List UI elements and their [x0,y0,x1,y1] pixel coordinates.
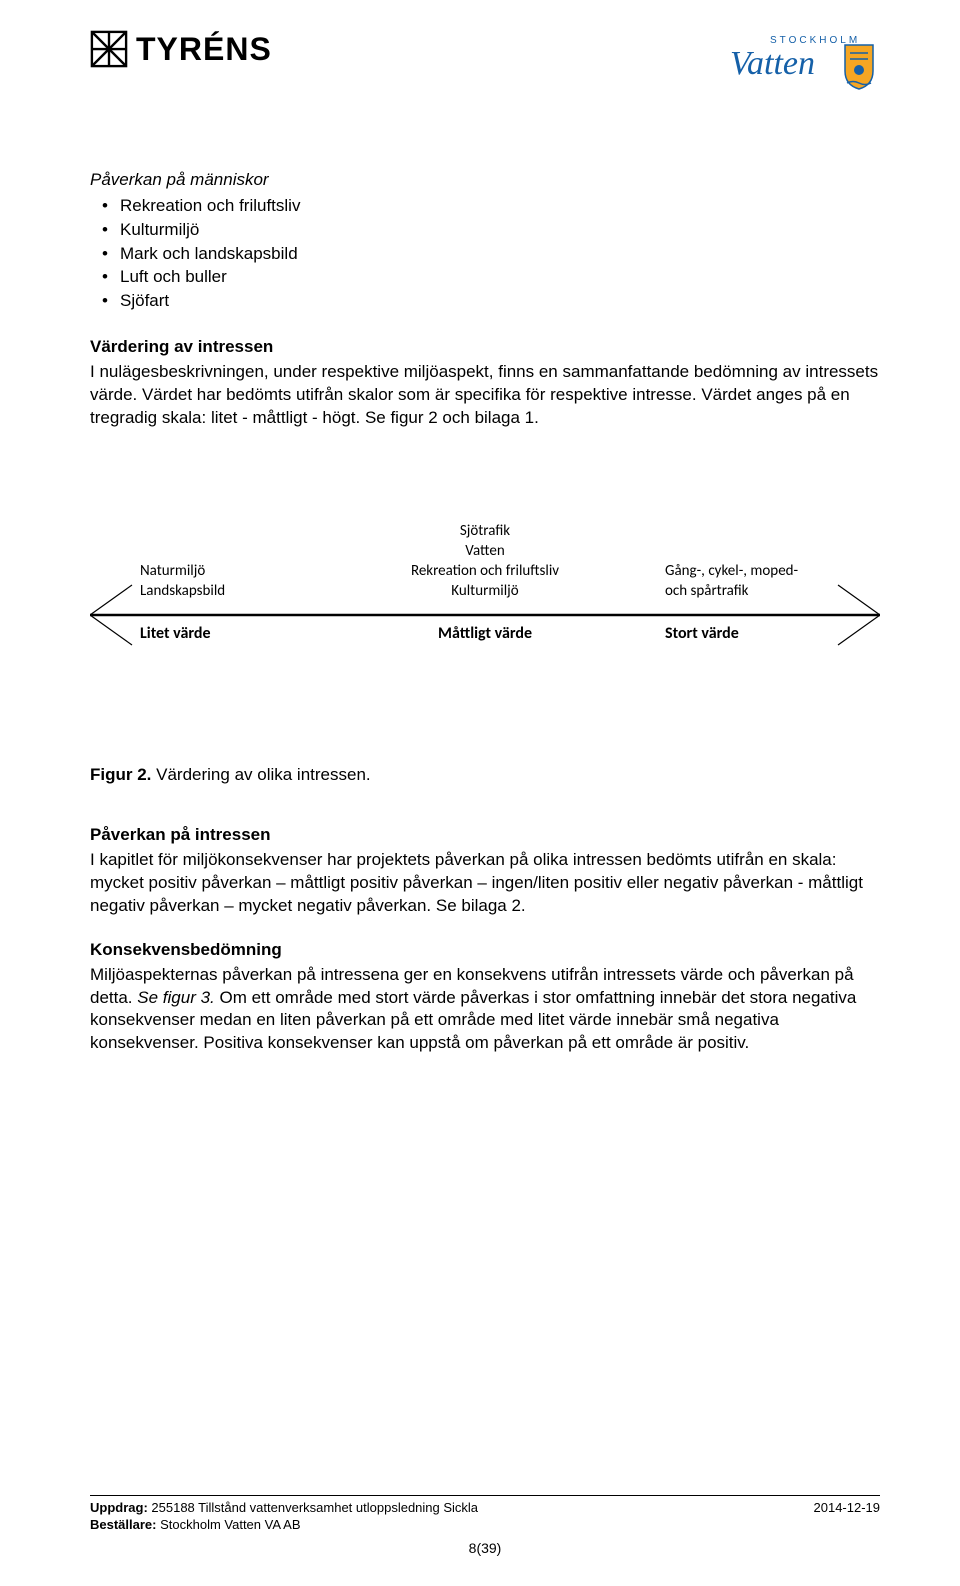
list-item: Mark och landskapsbild [120,242,880,266]
footer-bestallare-label: Beställare: [90,1517,156,1532]
footer-uppdrag-text: 255188 Tillstånd vattenverksamhet utlopp… [148,1500,478,1515]
list-item: Kulturmiljö [120,218,880,242]
list-item: Rekreation och friluftsliv [120,194,880,218]
section1-bullets: Rekreation och friluftsliv Kulturmiljö M… [90,194,880,313]
section3-text: I kapitlet för miljökonsekvenser har pro… [90,849,880,918]
tyrens-logo: TYRÉNS [90,30,272,68]
section4-heading: Konsekvensbedömning [90,940,880,960]
diagram-col3-item1: och spårtrafik [665,582,749,600]
diagram-col1-label: Litet värde [140,624,211,643]
page-number: 8(39) [90,1540,880,1556]
diagram-col3-item0: Gång-, cykel-, moped- [665,562,799,580]
section3-heading: Påverkan på intressen [90,825,880,845]
footer-divider [90,1495,880,1496]
footer-left: Uppdrag: 255188 Tillstånd vattenverksamh… [90,1500,478,1534]
footer-bestallare-text: Stockholm Vatten VA AB [156,1517,300,1532]
section1-heading: Påverkan på människor [90,170,880,190]
diagram-col3-label: Stort värde [665,624,739,643]
diagram-col2-item1: Vatten [465,542,504,560]
diagram-col2-item0: Sjötrafik [460,522,510,540]
diagram-col1-item0: Naturmiljö [140,562,205,580]
diagram-col2-label: Måttligt värde [438,624,532,643]
list-item: Sjöfart [120,289,880,313]
section4-text-italic: Se figur 3. [137,988,215,1007]
footer-date: 2014-12-19 [814,1500,881,1534]
section4-text: Miljöaspekternas påverkan på intressena … [90,964,880,1056]
tyrens-text: TYRÉNS [136,31,272,68]
footer: Uppdrag: 255188 Tillstånd vattenverksamh… [90,1495,880,1556]
vatten-main-text: Vatten [730,45,815,82]
section2-text: I nulägesbeskrivningen, under respektive… [90,361,880,430]
figure-caption: Figur 2. Värdering av olika intressen. [90,765,880,785]
section2-heading: Värdering av intressen [90,337,880,357]
vatten-logo: STOCKHOLM Vatten [730,30,880,90]
tyrens-icon [90,30,128,68]
page-total: (39) [476,1540,501,1556]
header-logos: TYRÉNS STOCKHOLM Vatten [90,30,880,90]
figure-caption-rest: Värdering av olika intressen. [151,765,370,784]
figure-caption-bold: Figur 2. [90,765,151,784]
diagram-col1-item1: Landskapsbild [140,582,225,600]
diagram-col2-item3: Kulturmiljö [451,582,518,600]
footer-uppdrag-label: Uppdrag: [90,1500,148,1515]
scale-diagram: Naturmiljö Landskapsbild Sjötrafik Vatte… [90,500,880,705]
diagram-col2-item2: Rekreation och friluftsliv [411,562,559,580]
list-item: Luft och buller [120,265,880,289]
